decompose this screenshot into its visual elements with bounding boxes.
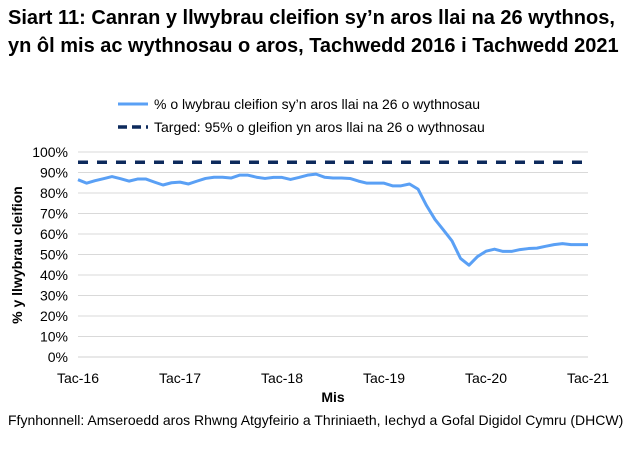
legend-label-target: Targed: 95% o gleifion yn aros llai na 2… [154,119,485,135]
y-tick-label: 50% [40,247,68,263]
legend: % o lwybrau cleifion sy’n aros llai na 2… [118,96,485,135]
y-tick-label: 20% [40,308,68,324]
data-points [77,174,589,266]
y-axis-ticks: 0% 10% 20% 30% 40% 50% 60% 70% 80% 90% 100% [32,144,68,365]
y-tick-label: 70% [40,206,68,222]
chart-title: Siart 11: Canran y llwybrau cleifion sy’… [8,7,619,57]
x-axis-title: Mis [321,389,345,405]
y-tick-label: 60% [40,226,68,242]
x-tick-label: Tac-17 [159,370,201,386]
y-tick-label: 30% [40,288,68,304]
gridlines [78,151,588,337]
y-axis-title: % y llwybrau cleifion [9,186,25,324]
x-tick-label: Tac-16 [57,370,99,386]
x-tick-label: Tac-18 [261,370,303,386]
y-tick-label: 90% [40,165,68,181]
x-tick-label: Tac-19 [363,370,405,386]
x-tick-label: Tac-20 [465,370,507,386]
y-tick-label: 80% [40,185,68,201]
y-tick-label: 100% [32,144,68,160]
y-tick-label: 0% [48,349,68,365]
y-tick-label: 40% [40,267,68,283]
y-tick-label: 10% [40,329,68,345]
x-axis-ticks: Tac-16 Tac-17 Tac-18 Tac-19 Tac-20 Tac-21 [57,370,609,386]
x-tick-label: Tac-21 [567,370,609,386]
source-note: Ffynhonnell: Amseroedd aros Rhwng Atgyfe… [8,412,624,428]
legend-label-series: % o lwybrau cleifion sy’n aros llai na 2… [154,96,480,112]
